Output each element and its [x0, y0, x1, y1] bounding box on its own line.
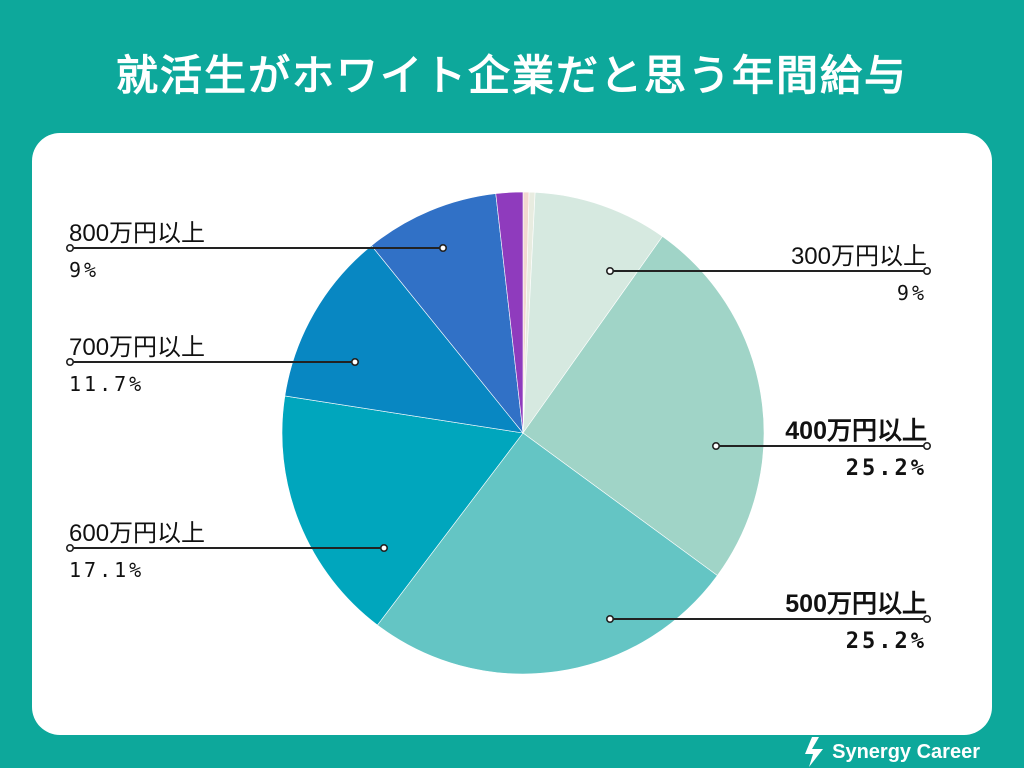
label-400万円以上: 400万円以上 25.2% [711, 417, 931, 481]
pie-slices [281, 191, 765, 675]
brand-name: Synergy Career [832, 740, 980, 763]
leader-anchor-dot [350, 358, 359, 367]
label-800万円以上: 800万円以上 9% [65, 220, 447, 282]
label-700万円以上: 700万円以上 11.7% [65, 334, 359, 396]
leader-end-dot [922, 267, 931, 276]
leader-anchor-dot [711, 441, 720, 450]
pie-labels: 300万円以上 9% 400万円以上 25.2% 500万円以上 25.2% 600万円以上… [65, 220, 931, 654]
pie-slice-600万円以上 [281, 395, 524, 626]
chart-title: 就活生がホワイト企業だと思う年間給与 [115, 51, 908, 100]
chart-card: 300万円以上 9% 400万円以上 25.2% 500万円以上 25.2% 600万円以上… [32, 133, 992, 735]
slice-percent: 25.2% [846, 456, 927, 481]
pie-chart: 300万円以上 9% 400万円以上 25.2% 500万円以上 25.2% 600万円以上… [65, 191, 931, 675]
pie-slice-400万円以上 [522, 236, 765, 576]
pie-slice-800万円以上 [371, 193, 524, 434]
pie-slice-700万円以上 [284, 245, 524, 434]
leader-anchor-dot [438, 244, 447, 253]
leader-end-dot [922, 614, 931, 623]
leader-anchor-dot [605, 614, 614, 623]
leader-end-dot [65, 358, 74, 367]
leader-anchor-dot [379, 543, 388, 552]
slice-percent: 9% [897, 281, 927, 305]
slice-label: 600万円以上 [69, 520, 205, 547]
slice-label: 400万円以上 [785, 417, 927, 445]
slice-percent: 25.2% [846, 629, 927, 654]
pie-slice-unlabeled-8 [495, 191, 524, 434]
leader-end-dot [65, 244, 74, 253]
slice-percent: 9% [69, 258, 99, 282]
label-300万円以上: 300万円以上 9% [605, 243, 931, 305]
brand-logo: Synergy Career [803, 736, 980, 768]
pie-slice-300万円以上 [522, 191, 663, 435]
label-600万円以上: 600万円以上 17.1% [65, 520, 388, 582]
brand-logo-icon [805, 737, 824, 767]
slice-label: 500万円以上 [785, 590, 927, 618]
slice-percent: 11.7% [69, 372, 144, 396]
slice-label: 700万円以上 [69, 334, 205, 361]
leader-end-dot [922, 441, 931, 450]
label-500万円以上: 500万円以上 25.2% [605, 590, 931, 654]
leader-end-dot [65, 543, 74, 552]
pie-slice-500万円以上 [377, 432, 718, 675]
slice-label: 800万円以上 [69, 220, 205, 247]
slice-label: 300万円以上 [791, 243, 927, 270]
leader-anchor-dot [605, 267, 614, 276]
slice-percent: 17.1% [69, 558, 144, 582]
